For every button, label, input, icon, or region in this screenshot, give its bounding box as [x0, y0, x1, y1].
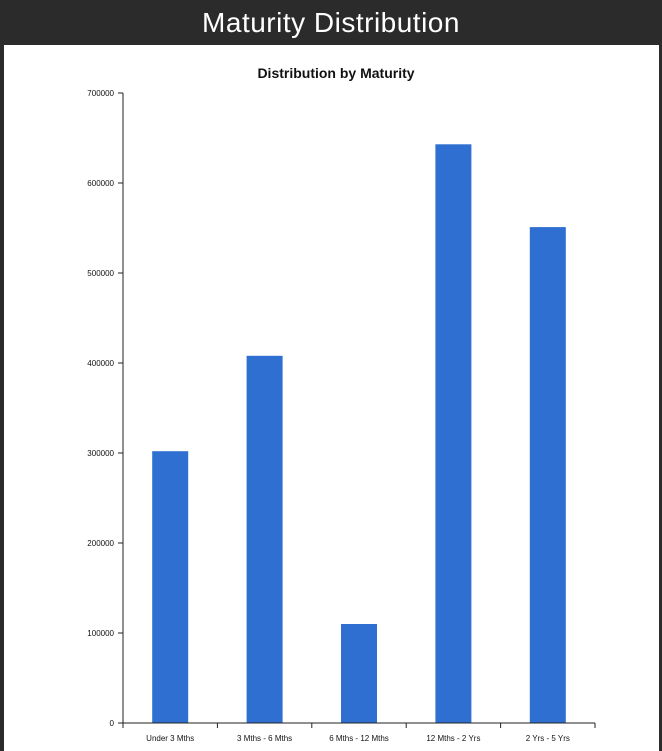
x-tick-label: 2 Yrs - 5 Yrs	[526, 734, 570, 743]
title-banner: Maturity Distribution	[0, 0, 662, 45]
y-axis: 0 100000 200000 300000 400000 500000 600000 700…	[87, 89, 124, 728]
bar	[435, 144, 472, 724]
y-tick-label: 500000	[87, 269, 114, 278]
x-tick-label: Under 3 Mths	[146, 734, 194, 743]
banner-title: Maturity Distribution	[202, 6, 460, 38]
x-tick-label: 3 Mths - 6 Mths	[237, 734, 292, 743]
x-axis: Under 3 Mths 3 Mths - 6 Mths 6 Mths - 12 M…	[122, 722, 596, 743]
panel-border-right	[659, 45, 662, 751]
y-tick-label: 700000	[87, 89, 114, 98]
bar	[341, 624, 377, 723]
y-tick-label: 300000	[87, 449, 114, 458]
x-tick-label: 6 Mths - 12 Mths	[329, 734, 389, 743]
x-tick-label: 12 Mths - 2 Yrs	[426, 734, 480, 743]
bars	[152, 144, 566, 724]
bar	[529, 227, 566, 723]
chart-title: Distribution by Maturity	[257, 65, 414, 81]
y-tick-label: 600000	[87, 179, 114, 188]
panel-border-left	[0, 45, 4, 751]
y-tick-label: 400000	[87, 359, 114, 368]
y-tick-label: 100000	[87, 629, 114, 638]
bar	[246, 355, 283, 723]
bar	[152, 451, 189, 723]
y-tick-label: 200000	[87, 539, 114, 548]
y-tick-label: 0	[110, 719, 115, 728]
